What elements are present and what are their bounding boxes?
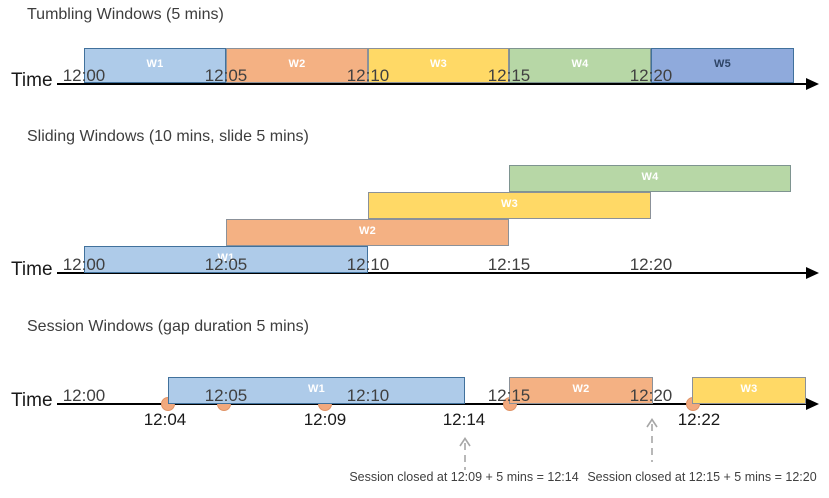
- axis-line-tumbling: [57, 83, 806, 85]
- window-bar-sliding-w1: W1: [84, 246, 368, 273]
- event-time-label: 12:22: [677, 410, 721, 429]
- event-time-label: 12:09: [303, 410, 347, 429]
- tick-label-session-4: 12:20: [629, 386, 673, 405]
- window-bar-session-w3: W3: [692, 377, 806, 404]
- section-title-sliding: Sliding Windows (10 mins, slide 5 mins): [27, 128, 309, 145]
- window-bar-label: W1: [217, 251, 235, 264]
- session-close-annotation: Session closed at 12:09 + 5 mins = 12:14: [349, 470, 579, 484]
- window-bar-label: W2: [288, 57, 306, 70]
- window-bar-label: W1: [307, 382, 326, 395]
- axis-line-session: [57, 403, 806, 405]
- window-bar-label: W3: [429, 57, 448, 70]
- tick-label-tumbling-3: 12:15: [487, 66, 531, 85]
- tick-label-session-3: 12:15: [487, 386, 531, 405]
- time-axis-label-sliding: Time: [11, 259, 53, 280]
- tick-label-session-0: 12:00: [62, 386, 106, 405]
- session-close-annotation: Session closed at 12:15 + 5 mins = 12:20: [587, 470, 817, 484]
- tick-label-sliding-1: 12:05: [204, 255, 248, 274]
- window-bar-session-w1: W1: [168, 377, 465, 404]
- window-bar-tumbling-w4: W4: [509, 48, 651, 83]
- window-bar-sliding-w4: W4: [509, 165, 791, 192]
- tick-label-tumbling-0: 12:00: [62, 66, 106, 85]
- window-bar-tumbling-w3: W3: [368, 48, 509, 83]
- window-bar-label: W1: [146, 57, 164, 70]
- axis-line-sliding: [57, 272, 806, 274]
- session-close-arrow-icon: [644, 418, 660, 463]
- window-bar-label: W2: [572, 382, 590, 395]
- tick-label-session-1: 12:05: [204, 386, 248, 405]
- tick-label-tumbling-2: 12:10: [346, 66, 390, 85]
- event-time-label: 12:04: [143, 410, 187, 429]
- tick-label-sliding-0: 12:00: [62, 255, 106, 274]
- tick-label-session-2: 12:10: [346, 386, 390, 405]
- tick-label-sliding-3: 12:15: [487, 255, 531, 274]
- window-bar-label: W5: [713, 57, 732, 70]
- axis-arrowhead-icon-sliding: [806, 267, 819, 279]
- tick-label-sliding-4: 12:20: [629, 255, 673, 274]
- window-bar-sliding-w3: W3: [368, 192, 651, 219]
- tick-label-sliding-2: 12:10: [346, 255, 390, 274]
- time-axis-label-tumbling: Time: [11, 70, 53, 91]
- axis-arrowhead-icon-session: [806, 398, 819, 410]
- time-axis-label-session: Time: [11, 390, 53, 411]
- window-bar-label: W3: [500, 197, 519, 210]
- session-close-arrow-icon: [457, 437, 473, 471]
- event-time-label: 12:14: [442, 410, 486, 429]
- section-title-session: Session Windows (gap duration 5 mins): [27, 318, 309, 335]
- window-bar-label: W4: [571, 57, 589, 70]
- section-title-tumbling: Tumbling Windows (5 mins): [27, 6, 224, 23]
- window-bar-label: W2: [358, 224, 377, 237]
- axis-arrowhead-icon-tumbling: [806, 78, 819, 90]
- window-bar-session-w2: W2: [509, 377, 653, 404]
- window-bar-tumbling-w1: W1: [84, 48, 226, 83]
- window-bar-sliding-w2: W2: [226, 219, 509, 246]
- tick-label-tumbling-1: 12:05: [204, 66, 248, 85]
- window-bar-label: W4: [641, 170, 659, 183]
- window-bar-tumbling-w2: W2: [226, 48, 368, 83]
- window-bar-label: W3: [740, 382, 758, 395]
- window-bar-tumbling-w5: W5: [651, 48, 794, 83]
- tick-label-tumbling-4: 12:20: [629, 66, 673, 85]
